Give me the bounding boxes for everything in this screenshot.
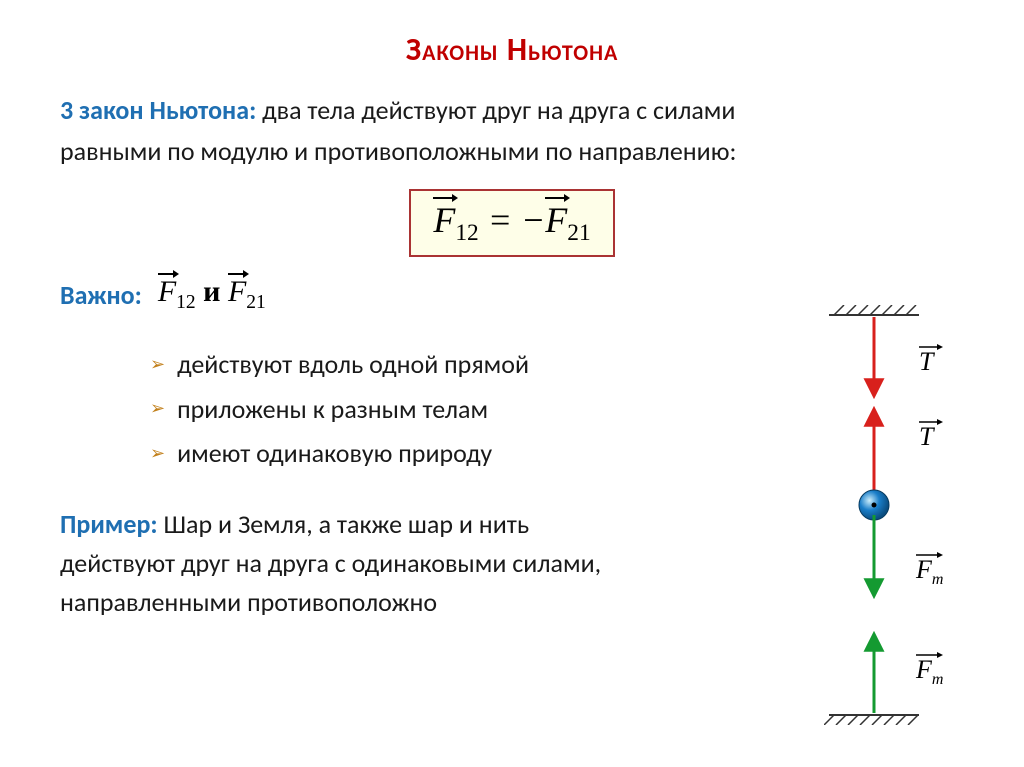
bullet-icon: ➢: [150, 393, 165, 424]
force-label-1: Fт: [915, 555, 943, 588]
example-block: Пример: Шар и Земля, а также шар и нить …: [60, 505, 780, 622]
force-label-2: Fт: [915, 655, 943, 688]
tension-label-1: T: [919, 347, 935, 376]
example-line-2: действуют друг на друга с одинаковыми си…: [60, 544, 780, 622]
law-label: 3 закон Ньютона:: [60, 94, 256, 126]
bullet-text: имеют одинаковую природу: [177, 431, 492, 475]
formula-box: F12 = −F21: [409, 189, 614, 257]
example-line-1: Шар и Земля, а также шар и нить: [158, 508, 529, 540]
bullet-icon: ➢: [150, 349, 165, 380]
law-text-1: два тела действуют друг на друга с силам…: [256, 94, 735, 126]
formula-lhs-vector: F: [433, 199, 455, 241]
bullet-text: приложены к разным телам: [177, 387, 488, 431]
important-label: Важно:: [60, 279, 142, 311]
important-forces: F12 и F21: [158, 275, 266, 314]
formula-rhs-vector: F: [545, 199, 567, 241]
example-label: Пример:: [60, 508, 158, 540]
tension-label-2: T: [919, 422, 935, 451]
law-text-2: равными по модулю и противоположными по …: [60, 134, 964, 169]
law-statement: 3 закон Ньютона: два тела действуют друг…: [60, 93, 964, 128]
force-diagram: T T Fт Fт: [824, 305, 954, 725]
slide-title: Законы Ньютона: [60, 30, 964, 69]
bullet-icon: ➢: [150, 438, 165, 469]
bullet-text: действуют вдоль одной прямой: [177, 342, 529, 386]
formula-row: F12 = −F21: [60, 175, 964, 275]
